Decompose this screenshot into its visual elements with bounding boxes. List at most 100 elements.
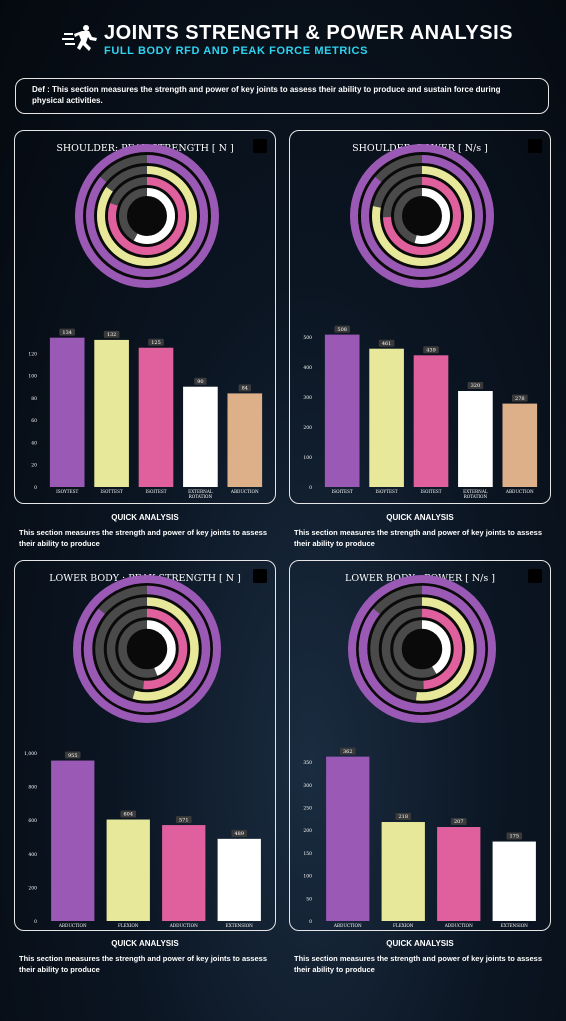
x-tick-label: FLEXION <box>393 923 414 928</box>
x-tick-label: EXTERNAL <box>463 489 488 494</box>
data-label-bg <box>339 747 356 755</box>
y-tick-label: 50 <box>306 896 312 902</box>
panel-chart-svg: 0 200 400 600 800 1,000 955 ABDUCTION 604 FLEXION… <box>24 575 261 928</box>
data-label-bg <box>103 330 120 338</box>
data-label-bg <box>467 382 484 389</box>
data-label: 489 <box>234 831 244 837</box>
panel-lower-power: LOWER BODY : POWER [ N/s ] 0501001502002… <box>289 560 551 931</box>
data-label: 461 <box>382 341 392 347</box>
data-label-bg <box>450 818 467 826</box>
y-tick-label: 150 <box>303 851 312 857</box>
radial-arc <box>393 620 451 678</box>
x-tick-label: ABDUCTION <box>333 923 362 928</box>
data-label-bg <box>378 339 395 347</box>
radial-arc <box>381 608 463 690</box>
bar <box>502 403 538 487</box>
y-tick-label: 200 <box>303 425 312 431</box>
y-tick-label: 350 <box>303 760 312 766</box>
panel-shoulder-strength: SHOULDER: PEAK STRENGTH [ N ] 0204060801… <box>14 130 276 504</box>
y-tick-label: 600 <box>28 818 37 824</box>
x-tick-label: ISOITEST <box>145 489 166 494</box>
quick-analysis-title: QUICK ANALYSIS <box>111 513 179 522</box>
data-label: 132 <box>107 332 117 338</box>
bar <box>324 334 360 487</box>
radial-arc <box>118 620 176 678</box>
data-label: 278 <box>515 396 525 402</box>
data-label: 90 <box>197 379 203 385</box>
radial-arc <box>106 608 188 690</box>
panel-shoulder-power: SHOULDER: POWER [ N/s ] 0100200300400500… <box>289 130 551 504</box>
data-label: 439 <box>426 348 436 354</box>
y-tick-label: 250 <box>303 805 312 811</box>
data-label: 134 <box>62 330 72 336</box>
radial-arc <box>372 166 472 266</box>
radial-arc <box>383 177 461 255</box>
data-label-bg <box>238 384 251 392</box>
y-tick-label: 0 <box>34 485 37 491</box>
y-tick-label: 60 <box>31 418 37 424</box>
bar <box>94 339 129 487</box>
y-tick-label: 800 <box>28 785 37 791</box>
radial-arc <box>86 155 208 277</box>
y-tick-label: 200 <box>303 828 312 834</box>
data-label: 175 <box>509 834 519 840</box>
data-label-bg <box>64 751 81 759</box>
panel-corner-marker <box>528 569 542 583</box>
x-tick-label: ABDUCTION <box>58 923 87 928</box>
y-tick-label: 120 <box>28 351 37 357</box>
y-tick-label: 0 <box>309 485 312 491</box>
bar <box>492 841 536 921</box>
y-tick-label: 80 <box>31 396 37 402</box>
x-tick-label: ISOYTEST <box>56 489 78 494</box>
bar <box>106 819 150 921</box>
data-label-bg <box>334 325 350 333</box>
data-label-bg <box>194 377 207 385</box>
data-label: 207 <box>454 819 464 825</box>
x-tick-label: ABDUCTION <box>230 489 259 494</box>
y-tick-label: 100 <box>303 874 312 880</box>
data-label: 604 <box>123 812 133 818</box>
x-tick-label: EXTERNAL <box>188 489 213 494</box>
x-tick-label: ADDUCTION <box>444 923 473 928</box>
bar <box>413 355 449 487</box>
quick-analysis-text: This section measures the strength and p… <box>294 528 542 548</box>
radial-arc <box>108 177 186 255</box>
data-label-bg <box>506 832 523 840</box>
radial-arc <box>119 188 175 244</box>
bar <box>183 386 218 487</box>
y-tick-label: 20 <box>31 463 37 469</box>
bar <box>437 827 481 921</box>
data-label: 571 <box>179 817 189 823</box>
x-tick-label: ABDUCTION <box>505 489 534 494</box>
data-label-bg <box>148 338 164 346</box>
quick-analysis-title: QUICK ANALYSIS <box>386 939 454 948</box>
panel-chart-svg: 0 20 40 60 80 100 120 134 ISOYTEST 132 ISOTTEST 125… <box>28 144 263 499</box>
header: JOINTS STRENGTH & POWER ANALYSIS FULL BO… <box>62 20 532 64</box>
bar <box>138 347 174 487</box>
y-tick-label: 500 <box>303 335 312 341</box>
data-label-bg <box>423 346 439 354</box>
y-tick-label: 0 <box>34 919 37 925</box>
y-tick-label: 400 <box>28 852 37 858</box>
data-label-bg <box>59 328 75 336</box>
x-tick-label: ISOTTEST <box>100 489 123 494</box>
radial-arc <box>97 166 197 266</box>
radial-arc <box>394 188 450 244</box>
bar <box>51 760 95 921</box>
y-tick-label: 0 <box>309 919 312 925</box>
panel-lower-strength: LOWER BODY : PEAK STRENGTH [ N ] 0200400… <box>14 560 276 931</box>
bar <box>49 337 85 487</box>
panel-chart-svg: 0 50 100 150 200 250 300 350 362 ABDUCTION 218 FLEX… <box>303 575 536 928</box>
data-label: 218 <box>398 814 408 820</box>
panel-chart-svg: 0 100 200 300 400 500 508 ISOITEST 461 ISOYTEST 43… <box>303 144 538 499</box>
radial-arc <box>95 597 199 701</box>
bar <box>326 756 370 921</box>
data-label: 508 <box>337 327 347 333</box>
data-label-bg <box>512 394 528 402</box>
panel-corner-marker <box>528 139 542 153</box>
data-label: 362 <box>343 749 353 755</box>
x-tick-label: ISOYTEST <box>375 489 397 494</box>
y-tick-label: 100 <box>28 374 37 380</box>
definition-box: Def : This section measures the strength… <box>15 78 549 114</box>
panel-corner-marker <box>253 139 267 153</box>
